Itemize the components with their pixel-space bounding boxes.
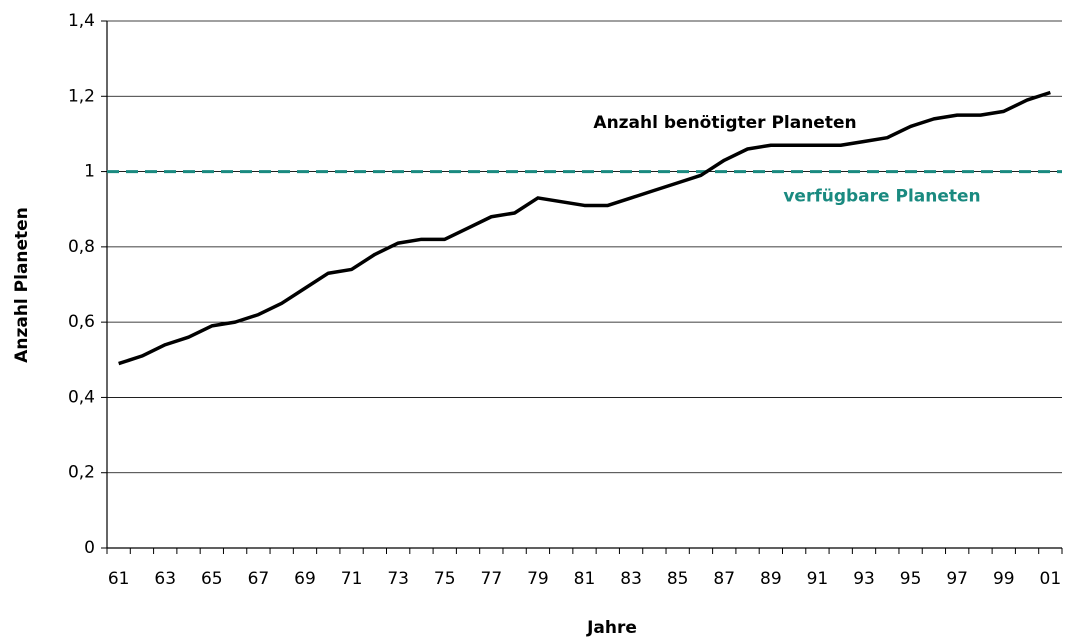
y-tick-label: 0,4 [68,387,95,407]
x-tick-label: 73 [387,569,409,589]
x-tick-label: 67 [248,569,270,589]
y-tick-label: 0 [84,538,95,558]
x-tick-label: 65 [201,569,223,589]
y-tick-label: 1,2 [68,86,95,106]
x-tick-label: 99 [993,569,1015,589]
x-tick-label: 95 [900,569,922,589]
reference-label: verfügbare Planeten [783,187,980,207]
x-tick-label: 97 [946,569,968,589]
x-tick-label: 85 [667,569,689,589]
y-tick-label: 1 [84,162,95,182]
x-tick-label: 75 [434,569,456,589]
y-axis-title: Anzahl Planeten [12,207,32,363]
x-tick-label: 79 [527,569,549,589]
y-tick-label: 0,6 [68,312,95,332]
y-tick-label: 0,8 [68,237,95,257]
data-line [118,90,1051,366]
x-tick-label: 83 [620,569,642,589]
x-tick-label: 01 [1040,569,1062,589]
y-tick-label: 0,2 [68,463,95,483]
y-tick-label: 1,4 [68,11,95,31]
x-tick-label: 91 [807,569,829,589]
x-tick-label: 77 [481,569,503,589]
x-tick-label: 69 [294,569,316,589]
series-label: Anzahl benötigter Planeten [593,113,856,133]
x-tick-label: 63 [154,569,176,589]
x-tick-label: 61 [108,569,130,589]
x-tick-label: 87 [713,569,735,589]
x-tick-label: 71 [341,569,363,589]
x-tick-label: 81 [574,569,596,589]
x-axis-title: Jahre [586,618,637,638]
x-tick-label: 89 [760,569,782,589]
x-tick-label: 93 [853,569,875,589]
